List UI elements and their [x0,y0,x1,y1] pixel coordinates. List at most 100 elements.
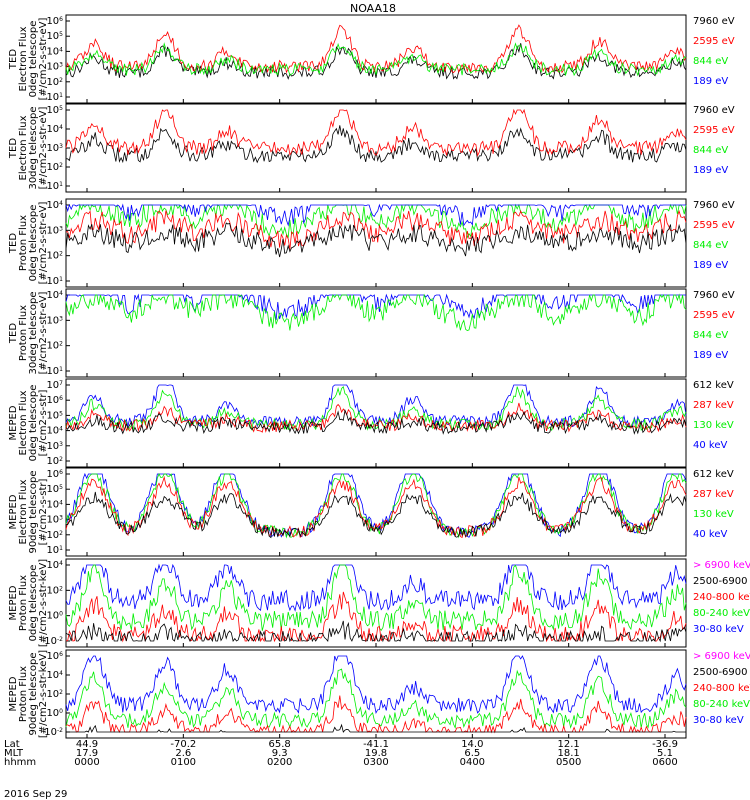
panel-frame [65,378,687,468]
series-blue [65,655,687,714]
y-tick-label: 101 [46,545,63,556]
x-tick-label-mlt: 5.1 [657,748,673,759]
y-tick-label: 103 [46,441,63,452]
y-tick-label: 101 [46,366,63,377]
legend-item: 2595 eV [693,125,735,136]
legend-item: 130 keV [693,420,734,431]
y-tick-label: 102 [46,341,63,352]
x-tick-label-lat: -70.2 [170,739,196,750]
y-axis-label: MEPEDElectron Flux90deg telescope[#/cm2-… [8,470,49,553]
y-axis-label-line: 0deg telescope [28,385,39,462]
series-blue [65,293,686,321]
y-axis-label-line: Electron Flux [18,390,29,455]
legend-item: 40 keV [693,440,727,451]
series-blue [65,563,687,612]
legend-item: 287 keV [693,400,734,411]
y-tick-label: 103 [46,315,63,326]
series-red [65,591,687,643]
y-axis-label-line: 0deg telescope [28,205,39,282]
y-axis-label-line: [#/cm2-s-str] [38,478,49,545]
y-axis-label-line: Electron Flux [18,115,29,180]
legend-item: 2500-6900 [693,667,748,678]
panel-frame [65,288,687,378]
x-tick-label-mlt: 17.9 [76,748,98,759]
panel-4: TEDProton Flux30deg telescope[#/cm2-s-st… [8,288,735,378]
panel-frame [65,467,687,557]
y-tick-label: 102 [46,162,63,173]
x-tick-label-lat: -41.1 [363,739,389,750]
y-tick-label: 101 [46,181,63,192]
y-tick-label: 103 [46,225,63,236]
y-axis-label-line: TED [8,138,19,159]
panel-1: TEDElectron Flux0deg telescope[#/cm2-s-s… [8,14,735,104]
y-axis-label-line: MEPED [8,405,19,440]
x-tick-label-hhmm: 0200 [267,757,292,768]
y-tick-label: 105 [46,410,63,421]
legend-item: 2500-6900 [693,576,748,587]
legend-item: 30-80 keV [693,624,744,635]
legend-item: 612 keV [693,469,734,480]
legend-item: 2595 eV [693,220,735,231]
y-axis-label-line: Proton Flux [18,666,29,722]
y-axis-label-line: TED [8,323,19,344]
series-green [65,472,687,539]
x-tick-label-hhmm: 0300 [363,757,388,768]
y-axis-label-line: [#/cm2-s-str] [38,389,49,456]
legend-item: 240-800 keV [693,683,750,694]
y-axis-label-line: Electron Flux [18,26,29,91]
x-row-label: hhmm [4,757,36,768]
legend-item: 7960 eV [693,16,735,27]
legend-item: 189 eV [693,350,728,361]
y-tick-label: 100 [46,611,63,622]
series-black [65,222,687,258]
y-axis-label: MEPEDProton Flux90deg telescope[#/cm2-s-… [8,650,49,738]
y-axis-label-line: [#/cm2-s-str-eV] [38,292,49,375]
y-tick-label: 102 [46,251,63,262]
y-tick-label: 104 [46,560,63,571]
series-green [65,203,687,239]
series-green [65,42,687,77]
legend-item: 287 keV [693,489,734,500]
series-black [65,408,687,435]
y-tick-label: 102 [46,585,63,596]
y-tick-label: 105 [46,31,63,42]
y-tick-label: 10-2 [44,727,63,738]
y-tick-label: 100 [46,708,63,719]
y-axis-label-line: TED [8,49,19,70]
x-tick-label-mlt: 9.3 [272,748,288,759]
legend-item: 80-240 keV [693,608,750,619]
y-axis-label-line: Electron Flux [18,479,29,544]
legend-item: 130 keV [693,509,734,520]
panel-8: MEPEDProton Flux90deg telescope[#/cm2-s-… [8,649,750,739]
series-black [65,620,687,643]
y-tick-label: 101 [46,276,63,287]
series-blue [65,203,686,227]
legend-item: 844 eV [693,330,728,341]
y-axis-label-line: [#/cm2-s-str-eV] [38,18,49,101]
x-tick-label-hhmm: 0600 [652,757,677,768]
y-tick-label: 105 [46,105,63,116]
y-axis-label-line: Proton Flux [18,575,29,631]
x-tick-label-hhmm: 0000 [74,757,99,768]
y-axis-label-line: [#/cm2-s-str-eV] [38,202,49,285]
y-tick-label: 107 [46,380,63,391]
legend-item: 240-800 keV [693,592,750,603]
series-green [65,293,687,332]
panel-frame [65,14,687,104]
x-row-label: MLT [4,748,24,759]
y-axis-label-line: MEPED [8,676,19,711]
legend-item: 7960 eV [693,105,735,116]
x-tick-label-hhmm: 0500 [556,757,581,768]
legend-item: 7960 eV [693,290,735,301]
y-tick-label: 102 [46,689,63,700]
y-tick-label: 101 [46,92,63,103]
legend-item: 189 eV [693,260,728,271]
y-axis-label-line: 90deg telescope [28,470,39,553]
y-tick-label: 104 [46,290,63,301]
y-tick-label: 102 [46,530,63,541]
y-axis-label-line: 90deg telescope [28,652,39,735]
x-tick-label-lat: -36.9 [652,739,678,750]
legend-item: 844 eV [693,240,728,251]
legend-item: 612 keV [693,380,734,391]
y-axis-label-line: [#/cm2-s-str-keV] [38,559,49,647]
